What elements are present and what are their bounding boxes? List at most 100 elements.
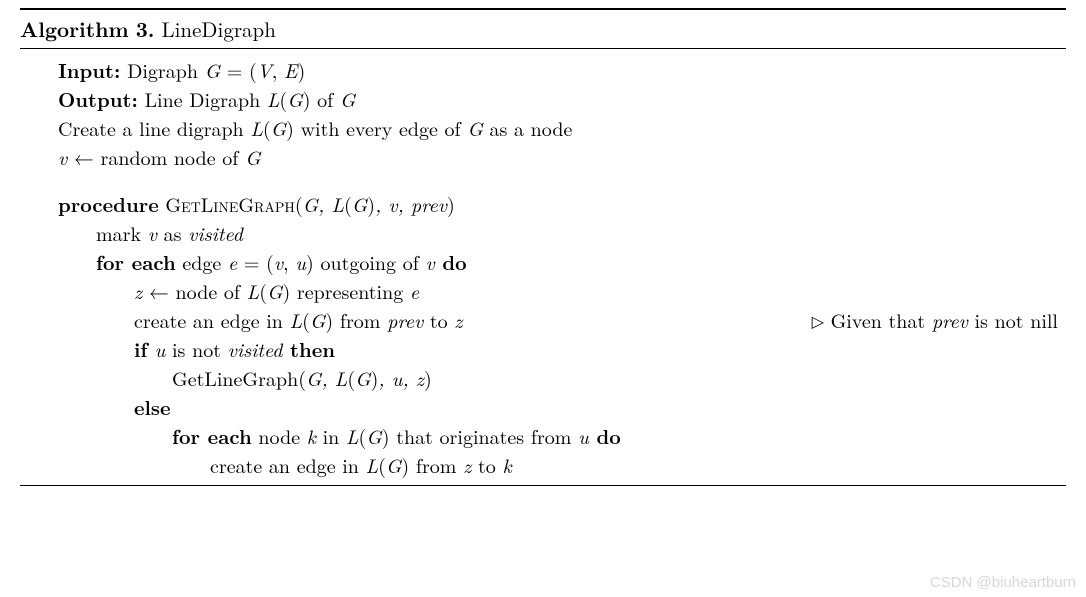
var-G: G bbox=[352, 189, 367, 218]
var-u: u bbox=[392, 363, 403, 392]
line-init-v: v ← random node of G bbox=[20, 142, 1066, 171]
var-v: v bbox=[425, 247, 434, 276]
var-k: k bbox=[502, 450, 511, 479]
text: as a node bbox=[483, 113, 573, 142]
text: ) bbox=[306, 247, 314, 276]
text: edge bbox=[176, 247, 228, 276]
text: from bbox=[333, 305, 387, 334]
line-if: if u is not visited then bbox=[20, 334, 1066, 363]
text: Create a line digraph bbox=[58, 113, 250, 142]
line-input: Input: Digraph G = (V, E) bbox=[20, 55, 1066, 84]
title-prefix: Algorithm bbox=[20, 14, 129, 44]
text: , bbox=[318, 189, 331, 218]
var-v: v bbox=[58, 142, 67, 171]
var-z: z bbox=[454, 305, 462, 334]
blank-line bbox=[20, 171, 1066, 189]
var-v: v bbox=[148, 218, 157, 247]
line-procedure: procedure GetLineGraph(G, L(G), v, prev) bbox=[20, 189, 1066, 218]
text: Given that bbox=[824, 305, 932, 334]
text: to bbox=[423, 305, 454, 334]
arrow: ← bbox=[67, 142, 100, 171]
var-L: L bbox=[290, 305, 303, 334]
kw-do: do bbox=[589, 421, 621, 450]
text: outgoing of bbox=[314, 247, 426, 276]
var-G: G bbox=[205, 55, 220, 84]
text: = ( bbox=[237, 247, 274, 276]
text: as bbox=[157, 218, 188, 247]
text: , bbox=[402, 363, 415, 392]
var-u: u bbox=[295, 247, 306, 276]
var-L: L bbox=[346, 421, 359, 450]
var-visited: visited bbox=[188, 218, 243, 247]
text: is not nill bbox=[968, 305, 1058, 334]
var-G: G bbox=[366, 421, 381, 450]
text: , bbox=[378, 363, 391, 392]
text: random node of bbox=[101, 142, 246, 171]
text: , bbox=[272, 55, 284, 84]
var-G: G bbox=[340, 84, 355, 113]
text: ) bbox=[424, 363, 432, 392]
var-L: L bbox=[331, 189, 344, 218]
text: ( bbox=[259, 276, 267, 305]
kw-foreach: for each bbox=[96, 247, 176, 276]
var-u: u bbox=[578, 421, 589, 450]
kw-foreach: for each bbox=[172, 421, 252, 450]
text: ) bbox=[367, 189, 375, 218]
text: ( bbox=[295, 189, 303, 218]
var-L: L bbox=[267, 84, 280, 113]
kw-else: else bbox=[134, 392, 171, 421]
text: ( bbox=[302, 305, 310, 334]
algorithm-title: Algorithm 3. LineDigraph bbox=[20, 10, 1066, 48]
call-name: GetLineGraph bbox=[172, 363, 298, 392]
line-mark: mark v as visited bbox=[20, 218, 1066, 247]
var-visited: visited bbox=[228, 334, 283, 363]
text: , bbox=[375, 189, 388, 218]
algorithm-body: Input: Digraph G = (V, E) Output: Line D… bbox=[20, 49, 1066, 485]
kw-procedure: procedure bbox=[58, 189, 159, 218]
var-prev: prev bbox=[411, 189, 447, 218]
text: representing bbox=[290, 276, 410, 305]
input-label: Input: bbox=[58, 55, 120, 84]
text: from bbox=[409, 450, 463, 479]
comment-icon: ▷ bbox=[812, 309, 824, 332]
line-output: Output: Line Digraph L(G) of G bbox=[20, 84, 1066, 113]
arrow: ← bbox=[142, 276, 175, 305]
text: is not bbox=[165, 334, 227, 363]
var-e: e bbox=[228, 247, 237, 276]
kw-do: do bbox=[435, 247, 467, 276]
proc-name: GetLineGraph bbox=[165, 189, 294, 218]
var-E: E bbox=[284, 55, 298, 84]
line-for-k: for each node k in L(G) that originates … bbox=[20, 421, 1066, 450]
var-G: G bbox=[306, 363, 321, 392]
var-G: G bbox=[271, 113, 286, 142]
line-z-assign: z ← node of L(G) representing e bbox=[20, 276, 1066, 305]
text: create an edge in bbox=[134, 305, 290, 334]
line-for-edge: for each edge e = (v, u) outgoing of v d… bbox=[20, 247, 1066, 276]
line-recurse: GetLineGraph(G, L(G), u, z) bbox=[20, 363, 1066, 392]
text: that originates from bbox=[390, 421, 579, 450]
text: ( bbox=[378, 450, 386, 479]
text: ( bbox=[344, 189, 352, 218]
var-e: e bbox=[410, 276, 419, 305]
text: ) bbox=[447, 189, 455, 218]
text: ( bbox=[263, 113, 271, 142]
text: ( bbox=[347, 363, 355, 392]
comment: ▷ Given that prev is not nill bbox=[812, 305, 1058, 334]
var-prev: prev bbox=[387, 305, 423, 334]
text: in bbox=[316, 421, 346, 450]
title-name: LineDigraph bbox=[161, 14, 275, 44]
kw-if: if bbox=[134, 334, 147, 363]
watermark: CSDN @biuheartburn bbox=[930, 574, 1076, 591]
kw-then: then bbox=[282, 334, 335, 363]
var-k: k bbox=[307, 421, 316, 450]
var-L: L bbox=[366, 450, 379, 479]
var-G: G bbox=[310, 305, 325, 334]
algorithm-block: Algorithm 3. LineDigraph Input: Digraph … bbox=[0, 0, 1086, 486]
text: node of bbox=[176, 276, 247, 305]
text: ) bbox=[297, 55, 305, 84]
output-label: Output: bbox=[58, 84, 138, 113]
text: ( bbox=[298, 363, 306, 392]
var-G: G bbox=[386, 450, 401, 479]
var-v: v bbox=[388, 189, 397, 218]
text: create an edge in bbox=[210, 450, 366, 479]
